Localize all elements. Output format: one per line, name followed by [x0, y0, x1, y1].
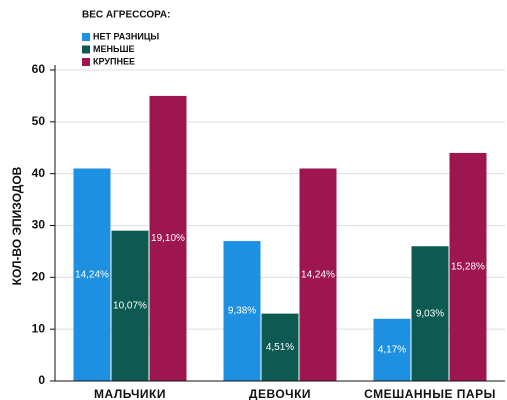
data-label: 19,10% — [151, 233, 185, 244]
bar — [373, 318, 411, 381]
data-label: 15,28% — [451, 262, 485, 273]
y-tick-label: 40 — [32, 166, 46, 180]
bar — [261, 313, 299, 381]
data-label: 14,24% — [301, 269, 335, 280]
y-tick-label: 30 — [32, 218, 46, 232]
x-tick-label: СМЕШАННЫЕ ПАРЫ — [364, 387, 496, 400]
legend-label: КРУПНЕЕ — [93, 56, 135, 66]
legend-swatch — [82, 33, 90, 41]
bar — [449, 152, 487, 381]
y-tick-label: 10 — [32, 321, 46, 335]
legend-swatch — [82, 45, 90, 54]
legend-swatch — [82, 58, 90, 66]
data-label: 4,51% — [266, 342, 294, 353]
y-tick-label: 50 — [32, 114, 46, 128]
bar — [111, 230, 149, 381]
data-label: 10,07% — [113, 300, 147, 311]
bar — [149, 95, 187, 382]
legend-label: НЕТ РАЗНИЦЫ — [93, 31, 159, 41]
bar — [411, 246, 449, 381]
data-label: 9,38% — [228, 306, 256, 317]
y-tick-label: 0 — [38, 373, 45, 387]
x-tick-label: ДЕВОЧКИ — [249, 387, 311, 400]
bar — [223, 241, 261, 381]
y-tick-label: 60 — [32, 62, 46, 76]
x-tick-label: МАЛЬЧИКИ — [94, 387, 166, 400]
data-label: 9,03% — [416, 308, 444, 319]
data-label: 4,17% — [378, 345, 406, 356]
data-label: 14,24% — [75, 269, 109, 280]
bar — [299, 168, 337, 381]
bar — [73, 168, 111, 381]
legend-label: МЕНЬШЕ — [93, 44, 135, 54]
legend-title: ВЕС АГРЕССОРА: — [82, 10, 170, 21]
y-axis-label: КОЛ-ВО ЭПИЗОДОВ — [10, 166, 24, 285]
y-tick-label: 20 — [32, 270, 46, 284]
